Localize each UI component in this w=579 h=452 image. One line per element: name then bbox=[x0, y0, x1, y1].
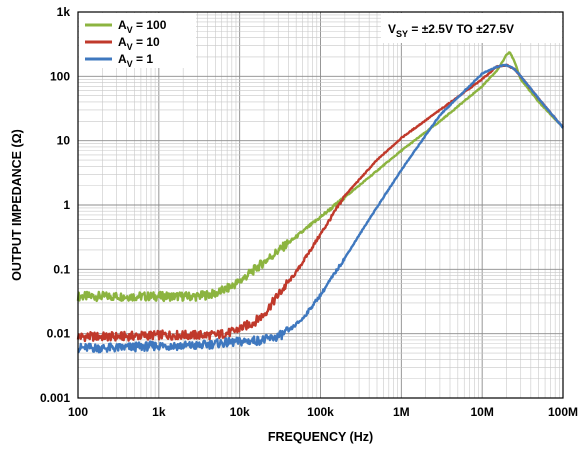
y-tick-label: 0.001 bbox=[40, 391, 70, 405]
plot-frame bbox=[77, 11, 564, 399]
x-tick-label: 10M bbox=[470, 405, 493, 419]
y-tick-label: 10 bbox=[57, 134, 71, 148]
tick-labels: 100 1k 10k 100k 1M 10M 100M 0.001 0.01 0.1 1 10 100 1… bbox=[40, 5, 578, 419]
y-axis-title: OUTPUT IMPEDANCE (Ω) bbox=[10, 129, 24, 281]
x-tick-label: 1k bbox=[152, 405, 166, 419]
y-tick-label: 1 bbox=[63, 198, 70, 212]
supply-voltage-annotation: VSY = ±2.5V TO ±27.5V bbox=[381, 13, 562, 43]
y-tick-label: 0.1 bbox=[53, 262, 70, 276]
legend-entry: AV = 10 bbox=[118, 35, 160, 52]
series-line-3 bbox=[77, 63, 564, 354]
x-tick-label: 100M bbox=[548, 405, 578, 419]
legend-entry: AV = 100 bbox=[118, 18, 167, 35]
y-tick-label: 100 bbox=[50, 69, 70, 83]
series-lines bbox=[76, 51, 564, 354]
x-tick-label: 100 bbox=[68, 405, 88, 419]
x-axis-title: FREQUENCY (Hz) bbox=[268, 430, 373, 444]
series-line-2 bbox=[76, 63, 564, 343]
series-line-1 bbox=[76, 51, 564, 303]
x-tick-label: 10k bbox=[230, 405, 250, 419]
annotation-background bbox=[381, 13, 562, 43]
x-tick-label: 1M bbox=[393, 405, 410, 419]
annotation-text: VSY = ±2.5V TO ±27.5V bbox=[388, 22, 514, 39]
x-tick-label: 100k bbox=[307, 405, 334, 419]
y-tick-label: 1k bbox=[57, 5, 71, 19]
legend-entry: AV = 1 bbox=[118, 52, 153, 69]
y-tick-label: 0.01 bbox=[47, 327, 71, 341]
